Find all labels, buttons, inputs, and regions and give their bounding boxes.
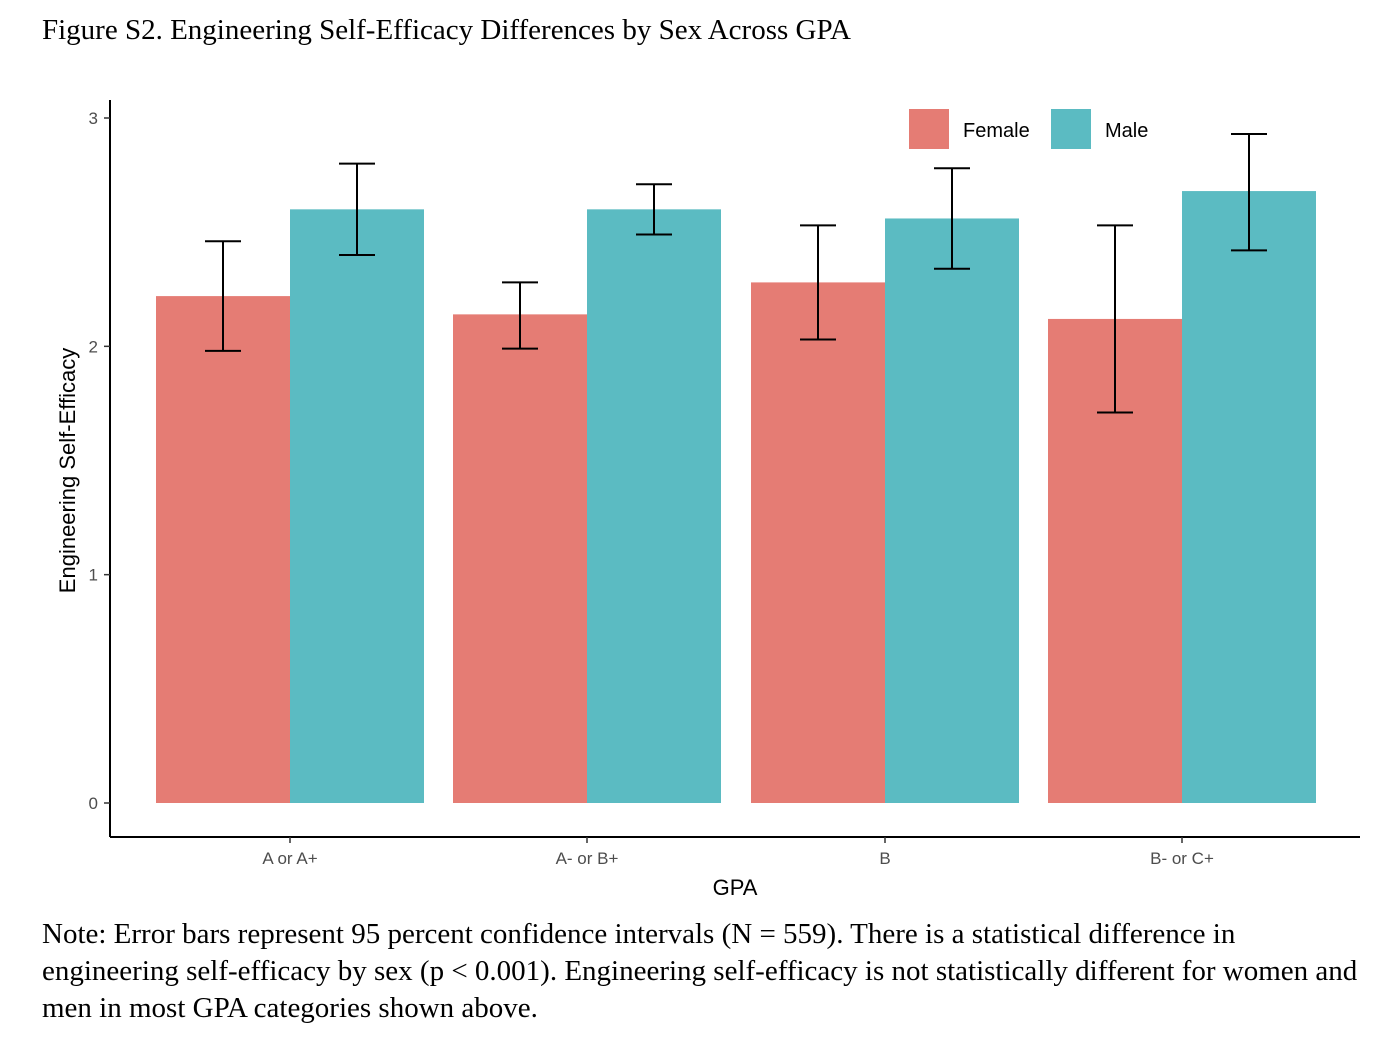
chart-bars	[156, 191, 1316, 804]
error-bar	[934, 167, 970, 270]
legend-swatch	[1051, 109, 1091, 149]
error-bar	[1097, 224, 1133, 414]
x-tick-label: A or A+	[262, 849, 317, 868]
y-tick-label: 2	[89, 337, 98, 356]
x-tick-label: B	[879, 849, 890, 868]
bar	[751, 282, 885, 803]
x-tick-label: A- or B+	[556, 849, 619, 868]
figure-note: Note: Error bars represent 95 percent co…	[42, 918, 1358, 1024]
chart-error-bars	[205, 132, 1267, 414]
y-tick-label: 0	[89, 794, 98, 813]
bar-chart: 0 1 2 3 A or A+ A- or B+ B B- or C+ GPA Engineeri…	[55, 100, 1360, 900]
error-bar	[339, 162, 375, 256]
x-axis-title: GPA	[713, 875, 758, 900]
bar	[453, 314, 587, 803]
x-tick-label: B- or C+	[1150, 849, 1214, 868]
bar	[156, 296, 290, 803]
y-axis-title: Engineering Self-Efficacy	[55, 348, 80, 593]
chart-legend: Female Male	[909, 109, 1148, 149]
error-bar	[205, 240, 241, 352]
error-bar	[800, 224, 836, 341]
error-bar	[636, 183, 672, 236]
y-tick-label: 1	[89, 566, 98, 585]
chart-axes: 0 1 2 3 A or A+ A- or B+ B B- or C+ GPA Engineeri…	[55, 100, 1360, 900]
error-bar	[1231, 132, 1267, 252]
y-tick-label: 3	[89, 109, 98, 128]
error-bar	[502, 281, 538, 350]
bar	[587, 209, 721, 804]
legend-swatch	[909, 109, 949, 149]
figure-title: Figure S2. Engineering Self-Efficacy Dif…	[42, 14, 851, 46]
bar	[1182, 191, 1316, 804]
legend-label: Male	[1105, 120, 1148, 142]
bar	[290, 209, 424, 804]
legend-label: Female	[963, 120, 1030, 142]
bar	[885, 218, 1019, 803]
